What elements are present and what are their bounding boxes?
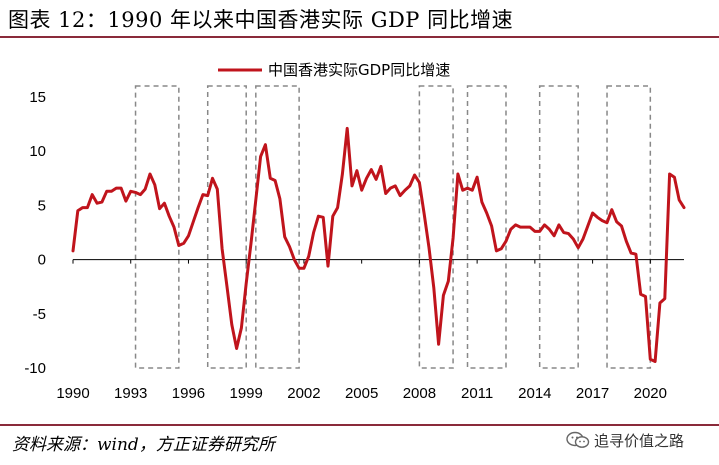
x-tick-label: 2014 xyxy=(518,385,551,402)
y-tick-label: 15 xyxy=(29,89,46,106)
x-tick-label: 2008 xyxy=(403,385,436,402)
x-tick-label: 2020 xyxy=(634,385,667,402)
source-note: 资料来源：wind，方正证券研究所 xyxy=(12,435,275,455)
x-tick-label: 2017 xyxy=(576,385,609,402)
y-tick-label: 5 xyxy=(38,197,46,214)
x-axis-ticks: 1990 1993 1996 1999 2002 2005 2008 2011 2014 2017… xyxy=(56,259,667,402)
highlight-boxes xyxy=(134,85,652,369)
highlight-box-1 xyxy=(134,85,180,369)
line-chart: 15 10 5 0 -5 -10 1990 1993 1996 1999 2002 2005 2008… xyxy=(24,61,686,402)
y-axis-ticks: 15 10 5 0 -5 -10 xyxy=(24,89,46,377)
y-tick-label: -10 xyxy=(24,360,46,377)
watermark-text: 追寻价值之路 xyxy=(594,432,685,450)
highlight-box-7 xyxy=(606,85,652,369)
y-tick-label: 0 xyxy=(38,252,46,269)
legend: 中国香港实际GDP同比增速 xyxy=(218,61,450,79)
highlight-box-2 xyxy=(206,85,247,369)
gdp-growth-line xyxy=(71,126,686,363)
y-tick-label: -5 xyxy=(33,306,46,323)
y-tick-label: 10 xyxy=(29,143,46,160)
top-rule xyxy=(0,36,719,38)
legend-label: 中国香港实际GDP同比增速 xyxy=(268,61,450,79)
figure-title: 图表 12：1990 年以来中国香港实际 GDP 同比增速 xyxy=(8,8,514,32)
x-tick-label: 1999 xyxy=(230,385,263,402)
x-tick-label: 1996 xyxy=(172,385,205,402)
x-tick-label: 2002 xyxy=(287,385,320,402)
highlight-box-5 xyxy=(466,85,507,369)
bottom-rule xyxy=(0,424,719,426)
x-tick-label: 1993 xyxy=(114,385,147,402)
watermark: 追寻价值之路 xyxy=(566,430,684,451)
x-tick-label: 1990 xyxy=(56,385,89,402)
highlight-box-6 xyxy=(538,85,579,369)
highlight-box-3 xyxy=(255,85,300,369)
x-tick-label: 2005 xyxy=(345,385,378,402)
x-tick-label: 2011 xyxy=(461,385,493,402)
wechat-icon xyxy=(566,431,590,448)
